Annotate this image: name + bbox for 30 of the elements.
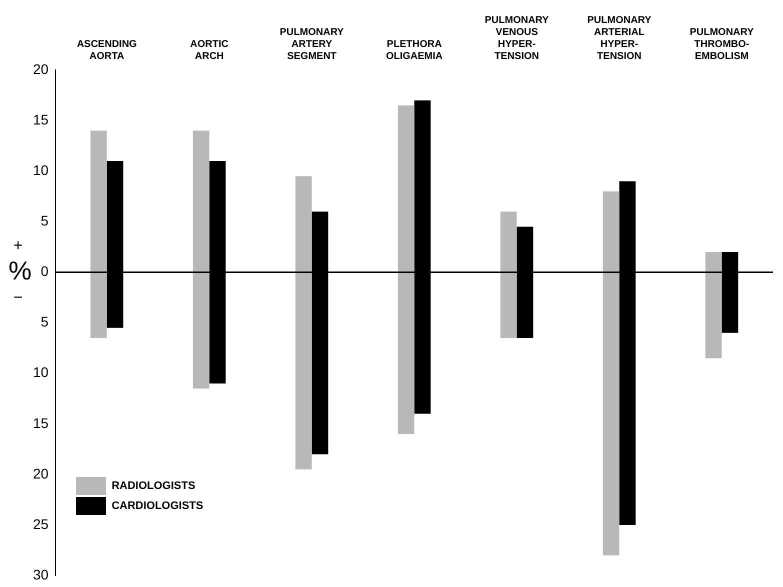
- x-tick-label: AORTIC ARCH: [190, 38, 228, 62]
- y-tick-label: 0: [40, 263, 49, 280]
- x-tick-label: ASCENDING AORTA: [76, 38, 138, 62]
- y-tick-label: 30: [32, 566, 49, 582]
- x-tick-label: PULMONARY VENOUS HYPER- TENSION: [484, 14, 550, 62]
- bar: [295, 176, 312, 470]
- text: −: [13, 290, 23, 307]
- y-tick-label: 25: [32, 516, 49, 532]
- y-tick-label: 15: [32, 111, 49, 128]
- bar: [90, 130, 107, 338]
- y-tick-label: 5: [40, 212, 49, 229]
- y-axis-title: %: [8, 255, 32, 286]
- y-tick-label: 5: [40, 314, 49, 330]
- legend-label: RADIOLOGISTS: [112, 480, 196, 492]
- bar: [705, 252, 722, 358]
- bar: [192, 130, 210, 389]
- y-tick-label: 15: [32, 414, 49, 431]
- x-tick-label: PULMONARY THROMBO- EMBOLISM: [690, 26, 754, 62]
- y-tick-label: 10: [32, 364, 49, 380]
- y-tick-label: 20: [32, 60, 49, 77]
- y-tick-label: 20: [32, 465, 49, 482]
- text: +: [13, 238, 23, 255]
- bar: [602, 191, 620, 556]
- legend-label: CARDIOLOGISTS: [112, 500, 204, 512]
- x-tick-label: PULMONARY ARTERIAL HYPER- TENSION: [587, 14, 652, 62]
- x-tick-label: PULMONARY ARTERY SEGMENT: [280, 26, 344, 62]
- x-tick-label: PLETHORA OLIGAEMIA: [386, 38, 443, 62]
- bar: [398, 105, 414, 434]
- bar: [500, 212, 517, 338]
- y-tick-label: 10: [32, 162, 49, 178]
